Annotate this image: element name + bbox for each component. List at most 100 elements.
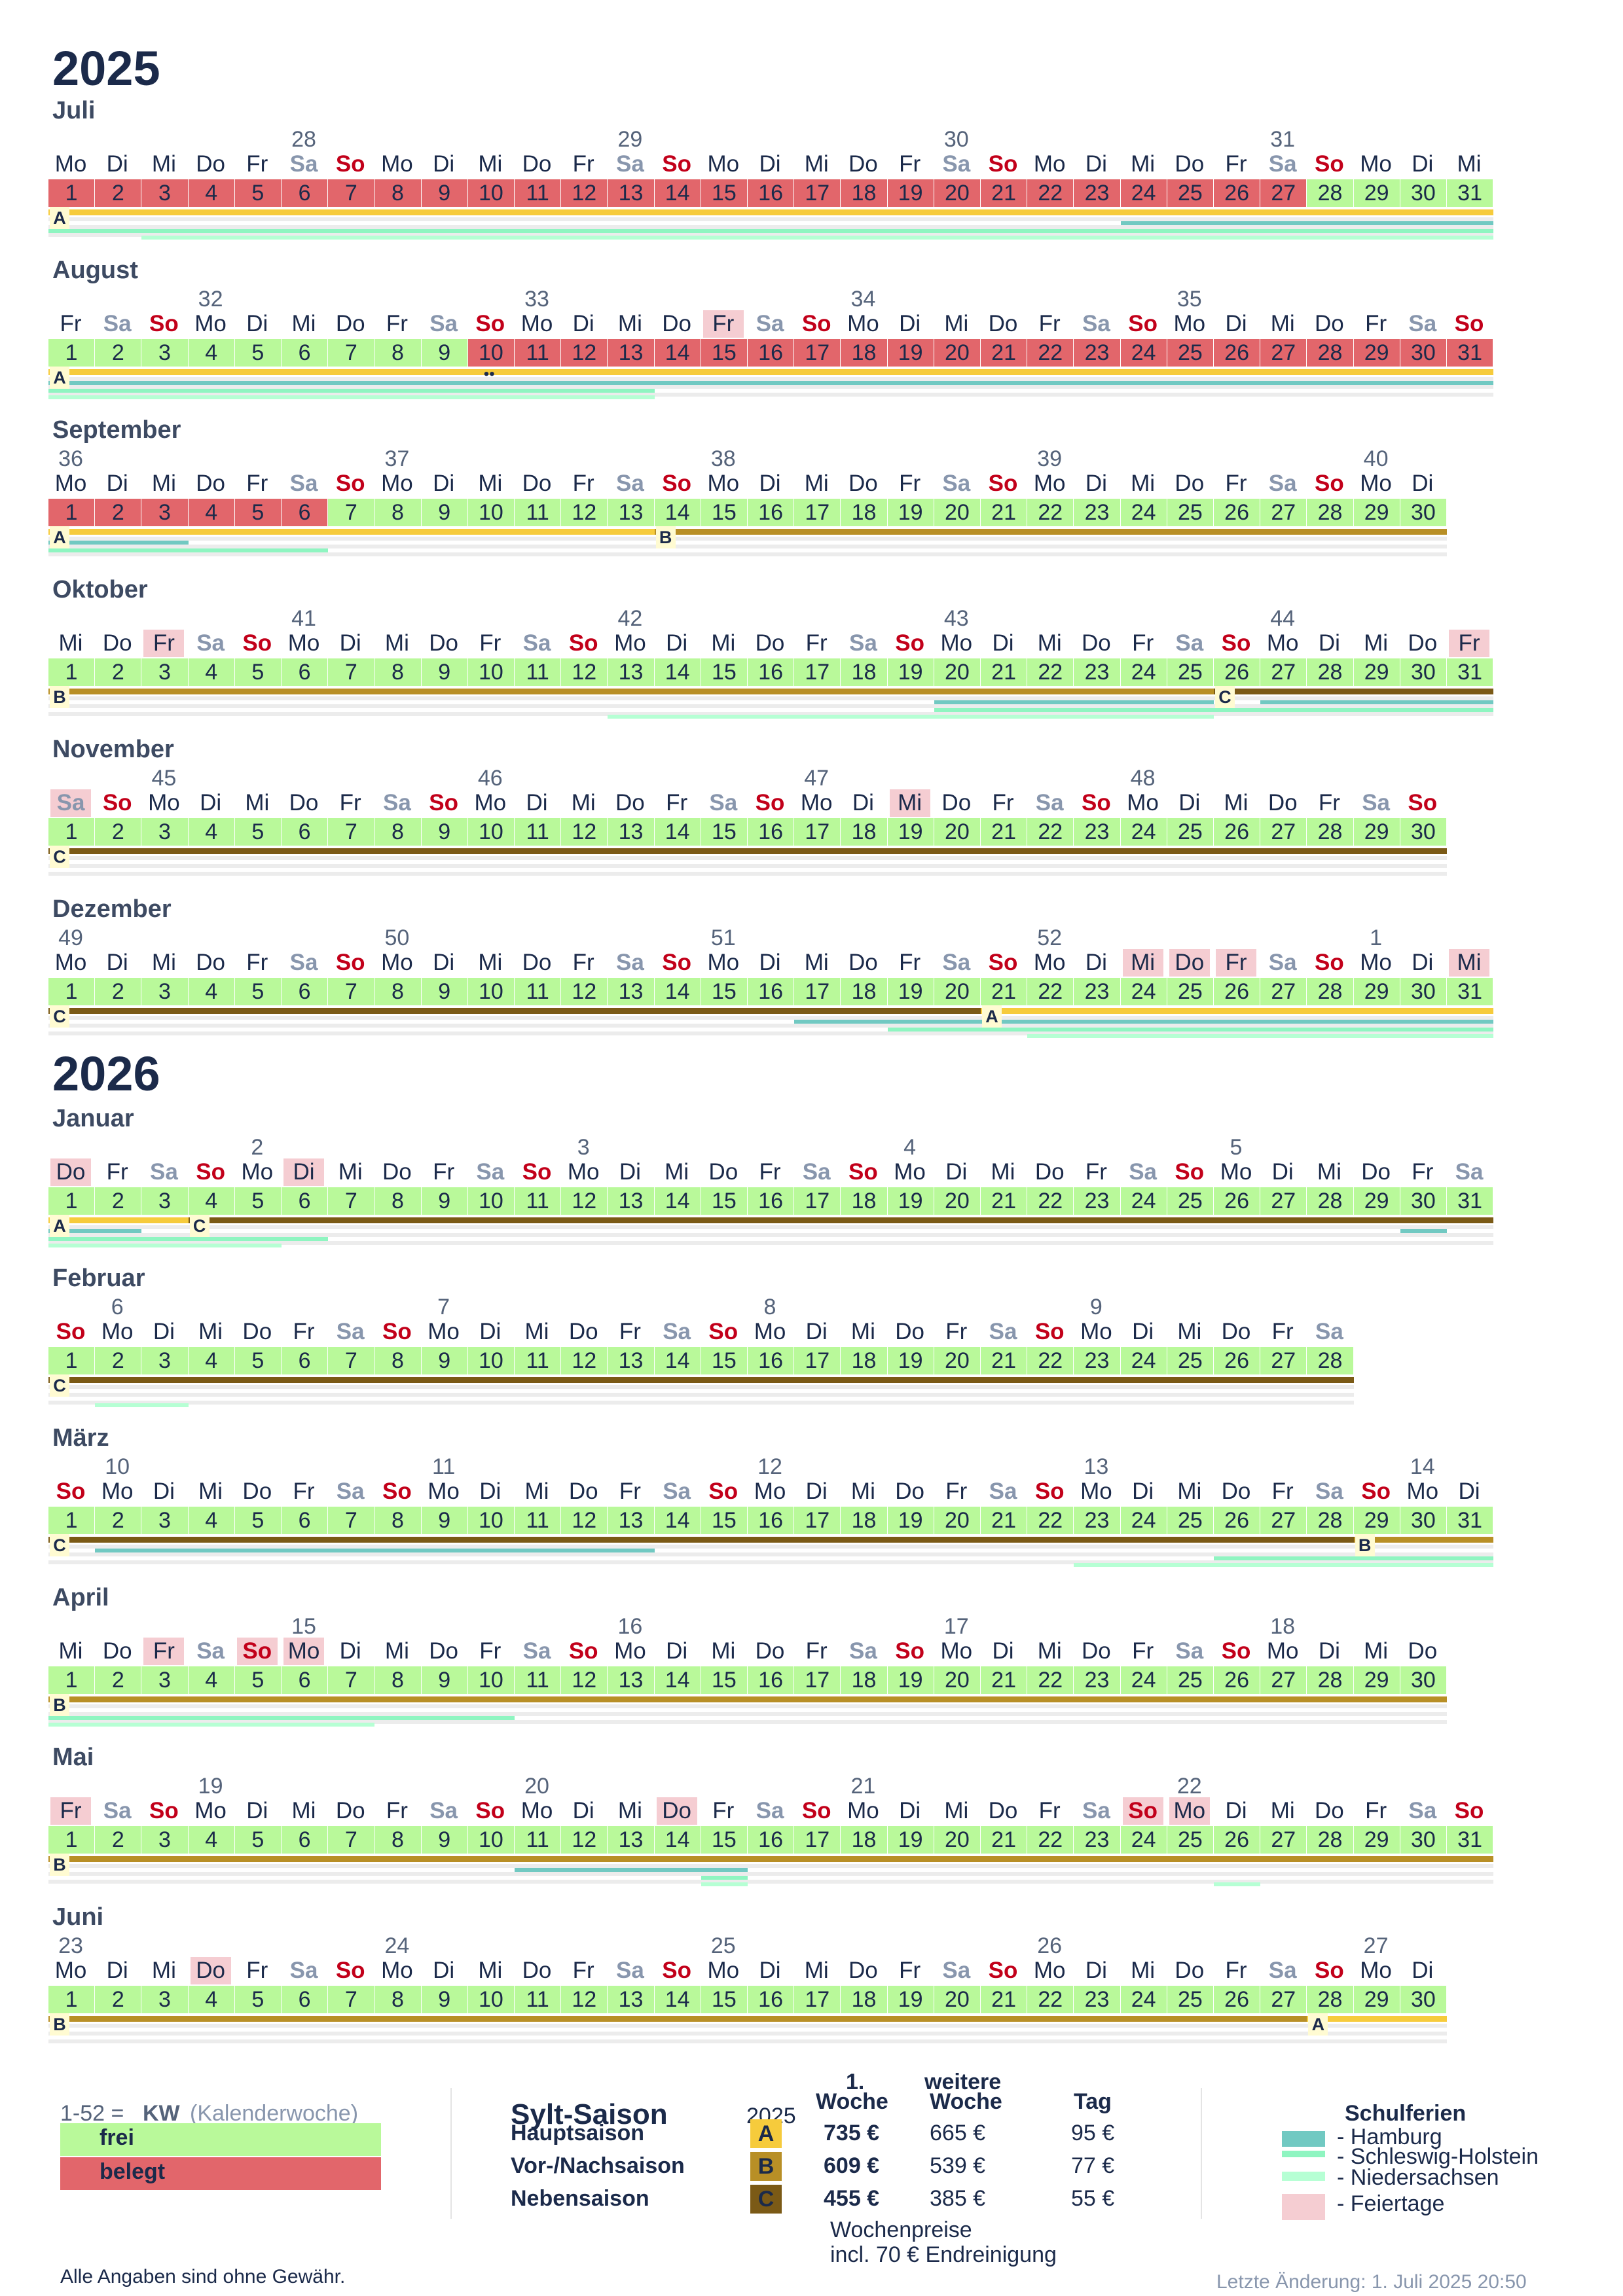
weekday-label: Mi xyxy=(478,950,503,975)
weekday-label: Sa xyxy=(802,1159,831,1185)
weekday-label: Mo xyxy=(707,1958,740,1983)
day-cell: 11 xyxy=(515,1986,561,2013)
day-cell: 8 xyxy=(374,818,421,846)
weekday-label: Mi xyxy=(198,1479,223,1504)
school-holiday-niedersachsen xyxy=(701,1882,748,1886)
season-bar xyxy=(48,1856,1494,1862)
month-name: Oktober xyxy=(52,576,148,603)
day-cell: 1 xyxy=(48,1347,95,1374)
day-cell: 8 xyxy=(374,1666,421,1694)
season-bar xyxy=(48,529,655,535)
weekday-label: Mo xyxy=(1173,311,1206,336)
weekday-label: Do xyxy=(50,1158,91,1186)
season-bar xyxy=(48,2016,1307,2022)
day-cell: 9 xyxy=(421,1666,467,1694)
day-cell: 6 xyxy=(282,179,328,207)
weekday-label: Mo xyxy=(847,311,879,336)
kw-number: 20 xyxy=(524,1774,549,1799)
day-cell: 7 xyxy=(328,339,374,367)
kw-legend: 1-52 = xyxy=(60,2101,124,2126)
weekday-label: Di xyxy=(153,1319,175,1344)
day-cell: 4 xyxy=(188,658,234,686)
kw-number: 5 xyxy=(1230,1135,1243,1160)
day-cell: 4 xyxy=(188,179,234,207)
day-cell: 29 xyxy=(1353,818,1400,846)
weekday-label: Di xyxy=(852,790,874,816)
day-cell: 19 xyxy=(887,339,934,367)
day-cell: 12 xyxy=(561,1187,608,1215)
weekday-label: Mo xyxy=(1406,1479,1439,1504)
weekday-label: Mi xyxy=(1177,1479,1202,1504)
weekday-label: Sa xyxy=(336,1319,365,1344)
day-cell: 15 xyxy=(701,1826,747,1854)
weekday-label: Di xyxy=(1412,151,1434,177)
day-cell: 24 xyxy=(1120,1986,1167,2013)
kw-number: 46 xyxy=(477,766,503,791)
weekday-label: Do xyxy=(190,1957,231,1984)
season-tag: A xyxy=(50,367,69,389)
price-note-2: incl. 70 € Endreinigung xyxy=(830,2242,1057,2267)
month-name: April xyxy=(52,1584,109,1611)
weekday-label: So xyxy=(335,950,365,975)
day-cell: 15 xyxy=(701,1347,747,1374)
weekday-label: So xyxy=(1128,311,1158,336)
price-first-week: 735 € xyxy=(824,2121,880,2145)
weekday-label: So xyxy=(1034,1319,1065,1344)
day-cell: 22 xyxy=(1027,1986,1074,2013)
weekday-label: Fr xyxy=(1225,1958,1247,1983)
weekday-label: Mo xyxy=(1266,630,1299,656)
weekday-label: Do xyxy=(662,311,691,336)
day-cell: 8 xyxy=(374,1187,421,1215)
day-cell: 14 xyxy=(654,1507,701,1534)
weekday-label: Sa xyxy=(289,950,318,975)
weekday-label: Fr xyxy=(50,1797,91,1825)
weekday-label: Mo xyxy=(1360,151,1392,177)
weekday-label: Fr xyxy=(386,1798,408,1823)
season-tag: A xyxy=(50,526,69,548)
weekday-label: Mo xyxy=(1033,471,1066,496)
season-tag: B xyxy=(1355,1534,1375,1556)
day-cell: 10 xyxy=(467,658,514,686)
weekday-label: So xyxy=(662,950,691,975)
weekday-label: Di xyxy=(666,630,688,656)
day-cell: 17 xyxy=(794,1666,841,1694)
day-cell: 7 xyxy=(328,1347,374,1374)
price-extra-week: 539 € xyxy=(930,2153,986,2178)
weekday-label: Sa xyxy=(615,151,644,177)
day-cell: 9 xyxy=(421,339,467,367)
day-cell: 17 xyxy=(794,818,841,846)
weekday-label: Do xyxy=(102,1638,132,1664)
day-cell: 9 xyxy=(421,1347,467,1374)
kw-number: 23 xyxy=(58,1933,83,1958)
day-cell: 7 xyxy=(328,1507,374,1534)
day-cell: 15 xyxy=(701,1666,747,1694)
weekday-label: Sa xyxy=(663,1479,691,1504)
month-name: Januar xyxy=(52,1105,134,1132)
month-name: März xyxy=(52,1424,109,1452)
day-cell: 17 xyxy=(794,1826,841,1854)
day-cell: 14 xyxy=(654,339,701,367)
month-name: November xyxy=(52,736,174,763)
weekday-label: Mo xyxy=(283,1638,324,1665)
day-cell: 29 xyxy=(1353,339,1400,367)
legend-frei-swatch xyxy=(60,2123,381,2156)
school-holiday-hamburg xyxy=(95,1549,655,1552)
day-cell: 5 xyxy=(234,978,281,1005)
weekday-label: Mi xyxy=(1364,630,1389,656)
day-cell: 20 xyxy=(934,1347,980,1374)
day-cell: 3 xyxy=(141,1507,188,1534)
weekday-label: Di xyxy=(1132,1479,1154,1504)
day-cell: 21 xyxy=(981,818,1027,846)
day-cell: 22 xyxy=(1027,978,1074,1005)
season-tag: C xyxy=(50,1005,69,1028)
day-cell: 20 xyxy=(934,179,980,207)
day-cell: 25 xyxy=(1167,1187,1213,1215)
weekday-label: Mi xyxy=(711,1638,736,1664)
day-cell: 23 xyxy=(1074,339,1120,367)
day-cell: 29 xyxy=(1353,179,1400,207)
weekday-label: Do xyxy=(1175,151,1205,177)
kw-number: 42 xyxy=(617,606,643,631)
day-cell: 19 xyxy=(887,978,934,1005)
day-cell: 22 xyxy=(1027,499,1074,526)
weekday-label: Mi xyxy=(291,311,316,336)
